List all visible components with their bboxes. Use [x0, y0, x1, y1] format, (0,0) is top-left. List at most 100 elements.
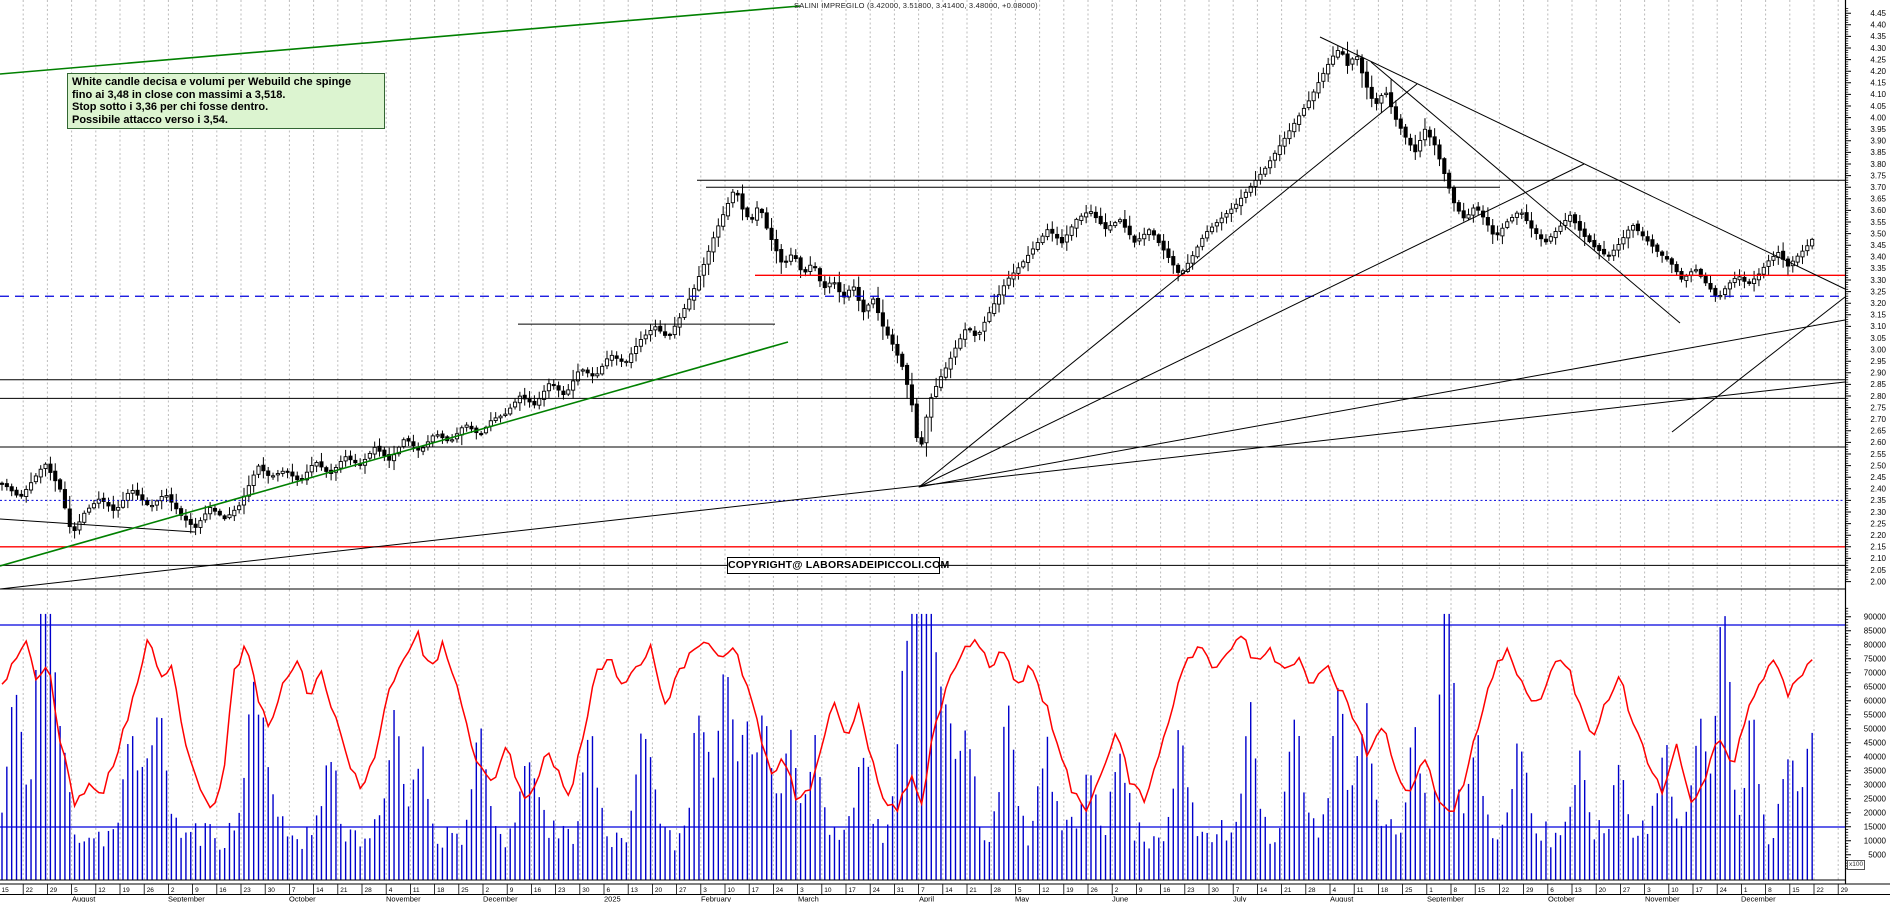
price-tick-label: 2.75: [1870, 403, 1886, 412]
date-week-label: 31: [897, 887, 905, 894]
price-tick-label: 2.85: [1870, 380, 1886, 389]
price-tick-label: 2.50: [1870, 461, 1886, 470]
date-week-label: 26: [1091, 887, 1099, 894]
volume-level-lines: [0, 624, 1845, 828]
date-week-label: 1: [1744, 887, 1748, 894]
date-week-label: 13: [1575, 887, 1583, 894]
date-week-label: 23: [558, 887, 566, 894]
date-week-label: 10: [1671, 887, 1679, 894]
date-week-label: 15: [1792, 887, 1800, 894]
date-week-label: 8: [1768, 887, 1772, 894]
price-tick-label: 3.15: [1870, 311, 1886, 320]
annotation-line-2: fino ai 3,48 in close con massimi a 3,51…: [72, 88, 286, 101]
date-week-label: 6: [1550, 887, 1554, 894]
date-axis: 15 22 29 5 12 19 26 2 9 16 23 30 7 14 21 28 4 11 18 25 2 9 16 2…: [2, 884, 1849, 902]
price-tick-label: 3.25: [1870, 287, 1886, 296]
date-month-label: May: [1015, 895, 1029, 902]
date-week-label: 11: [413, 887, 420, 894]
price-tick-label: 2.00: [1870, 577, 1886, 586]
date-week-label: 16: [219, 887, 227, 894]
date-week-label: 2: [1115, 887, 1119, 894]
volume-tick-label: 45000: [1864, 739, 1887, 748]
date-week-label: 21: [1284, 887, 1292, 894]
price-tick-label: 3.75: [1870, 171, 1886, 180]
date-week-label: 24: [1720, 887, 1728, 894]
date-week-label: 24: [776, 887, 784, 894]
price-level-lines: [0, 179, 1845, 566]
date-week-label: 20: [655, 887, 663, 894]
price-tick-label: 4.10: [1870, 90, 1886, 99]
date-week-label: 14: [316, 887, 324, 894]
date-week-label: 25: [1405, 887, 1413, 894]
weekly-gridlines: [22, 0, 1839, 881]
date-week-label: 1: [1429, 887, 1433, 894]
volume-tick-label: 20000: [1864, 809, 1887, 818]
date-week-label: 23: [1187, 887, 1195, 894]
date-week-label: 27: [1623, 887, 1631, 894]
volume-tick-label: 10000: [1864, 837, 1887, 846]
date-week-label: 12: [98, 887, 106, 894]
date-week-label: 24: [873, 887, 881, 894]
date-week-label: 9: [1139, 887, 1143, 894]
price-tick-label: 2.45: [1870, 473, 1886, 482]
chart-title: SALINI IMPREGILO (3.42000, 3.51800, 3.41…: [794, 1, 1038, 10]
price-tick-label: 4.35: [1870, 32, 1886, 41]
volume-tick-label: 35000: [1864, 767, 1887, 776]
price-tick-label: 3.85: [1870, 148, 1886, 157]
date-week-label: 17: [752, 887, 760, 894]
date-month-label: August: [72, 895, 96, 902]
date-week-label: 9: [510, 887, 514, 894]
volume-bars: [1, 613, 1813, 880]
price-tick-label: 3.60: [1870, 206, 1886, 215]
date-week-label: 19: [123, 887, 131, 894]
date-week-label: 29: [1841, 887, 1849, 894]
volume-tick-label: 90000: [1864, 613, 1887, 622]
date-month-label: October: [289, 895, 316, 902]
price-tick-label: 2.90: [1870, 369, 1886, 378]
volume-tick-label: 60000: [1864, 697, 1887, 706]
date-week-label: 3: [800, 887, 804, 894]
date-month-label: September: [1427, 895, 1464, 902]
price-tick-label: 3.35: [1870, 264, 1886, 273]
date-week-label: 8: [1454, 887, 1458, 894]
date-month-label: March: [798, 895, 819, 902]
date-week-label: 5: [74, 887, 78, 894]
date-week-label: 18: [1381, 887, 1389, 894]
volume-tick-label: 65000: [1864, 683, 1887, 692]
date-week-label: 14: [945, 887, 953, 894]
price-tick-label: 3.00: [1870, 345, 1886, 354]
date-week-label: 15: [2, 887, 10, 894]
date-month-label: December: [483, 895, 518, 902]
oscillator-line: [1, 629, 1813, 813]
price-tick-label: 3.05: [1870, 334, 1886, 343]
date-week-label: 14: [1260, 887, 1268, 894]
date-week-label: 23: [244, 887, 252, 894]
date-week-label: 15: [1478, 887, 1486, 894]
trend-lines: [0, 5, 1846, 590]
annotation-line-3: Stop sotto i 3,36 per chi fosse dentro.: [72, 101, 269, 113]
date-week-label: 26: [147, 887, 155, 894]
date-week-label: 3: [703, 887, 707, 894]
price-tick-label: 2.25: [1870, 519, 1886, 528]
price-tick-label: 3.65: [1870, 195, 1886, 204]
annotation-box: White candle decisa e volumi per Webuild…: [67, 73, 385, 129]
volume-tick-label: 25000: [1864, 795, 1887, 804]
copyright-label: COPYRIGHT@ LABORSADEIPICCOLI.COM: [727, 557, 949, 574]
annotation-line-1: White candle decisa e volumi per Webuild…: [72, 76, 352, 88]
date-week-label: 19: [1066, 887, 1074, 894]
date-week-label: 4: [1333, 887, 1337, 894]
price-tick-label: 4.25: [1870, 55, 1886, 64]
volume-tick-label: 30000: [1864, 781, 1887, 790]
volume-tick-label: 75000: [1864, 655, 1887, 664]
price-tick-label: 4.45: [1870, 9, 1886, 18]
date-week-label: 16: [534, 887, 542, 894]
date-month-label: September: [168, 895, 205, 902]
price-tick-label: 2.20: [1870, 531, 1886, 540]
date-week-label: 30: [268, 887, 276, 894]
date-week-label: 22: [26, 887, 34, 894]
price-tick-label: 3.55: [1870, 218, 1886, 227]
volume-tick-label: 15000: [1864, 823, 1887, 832]
date-week-label: 22: [1817, 887, 1825, 894]
price-tick-label: 4.05: [1870, 102, 1886, 111]
